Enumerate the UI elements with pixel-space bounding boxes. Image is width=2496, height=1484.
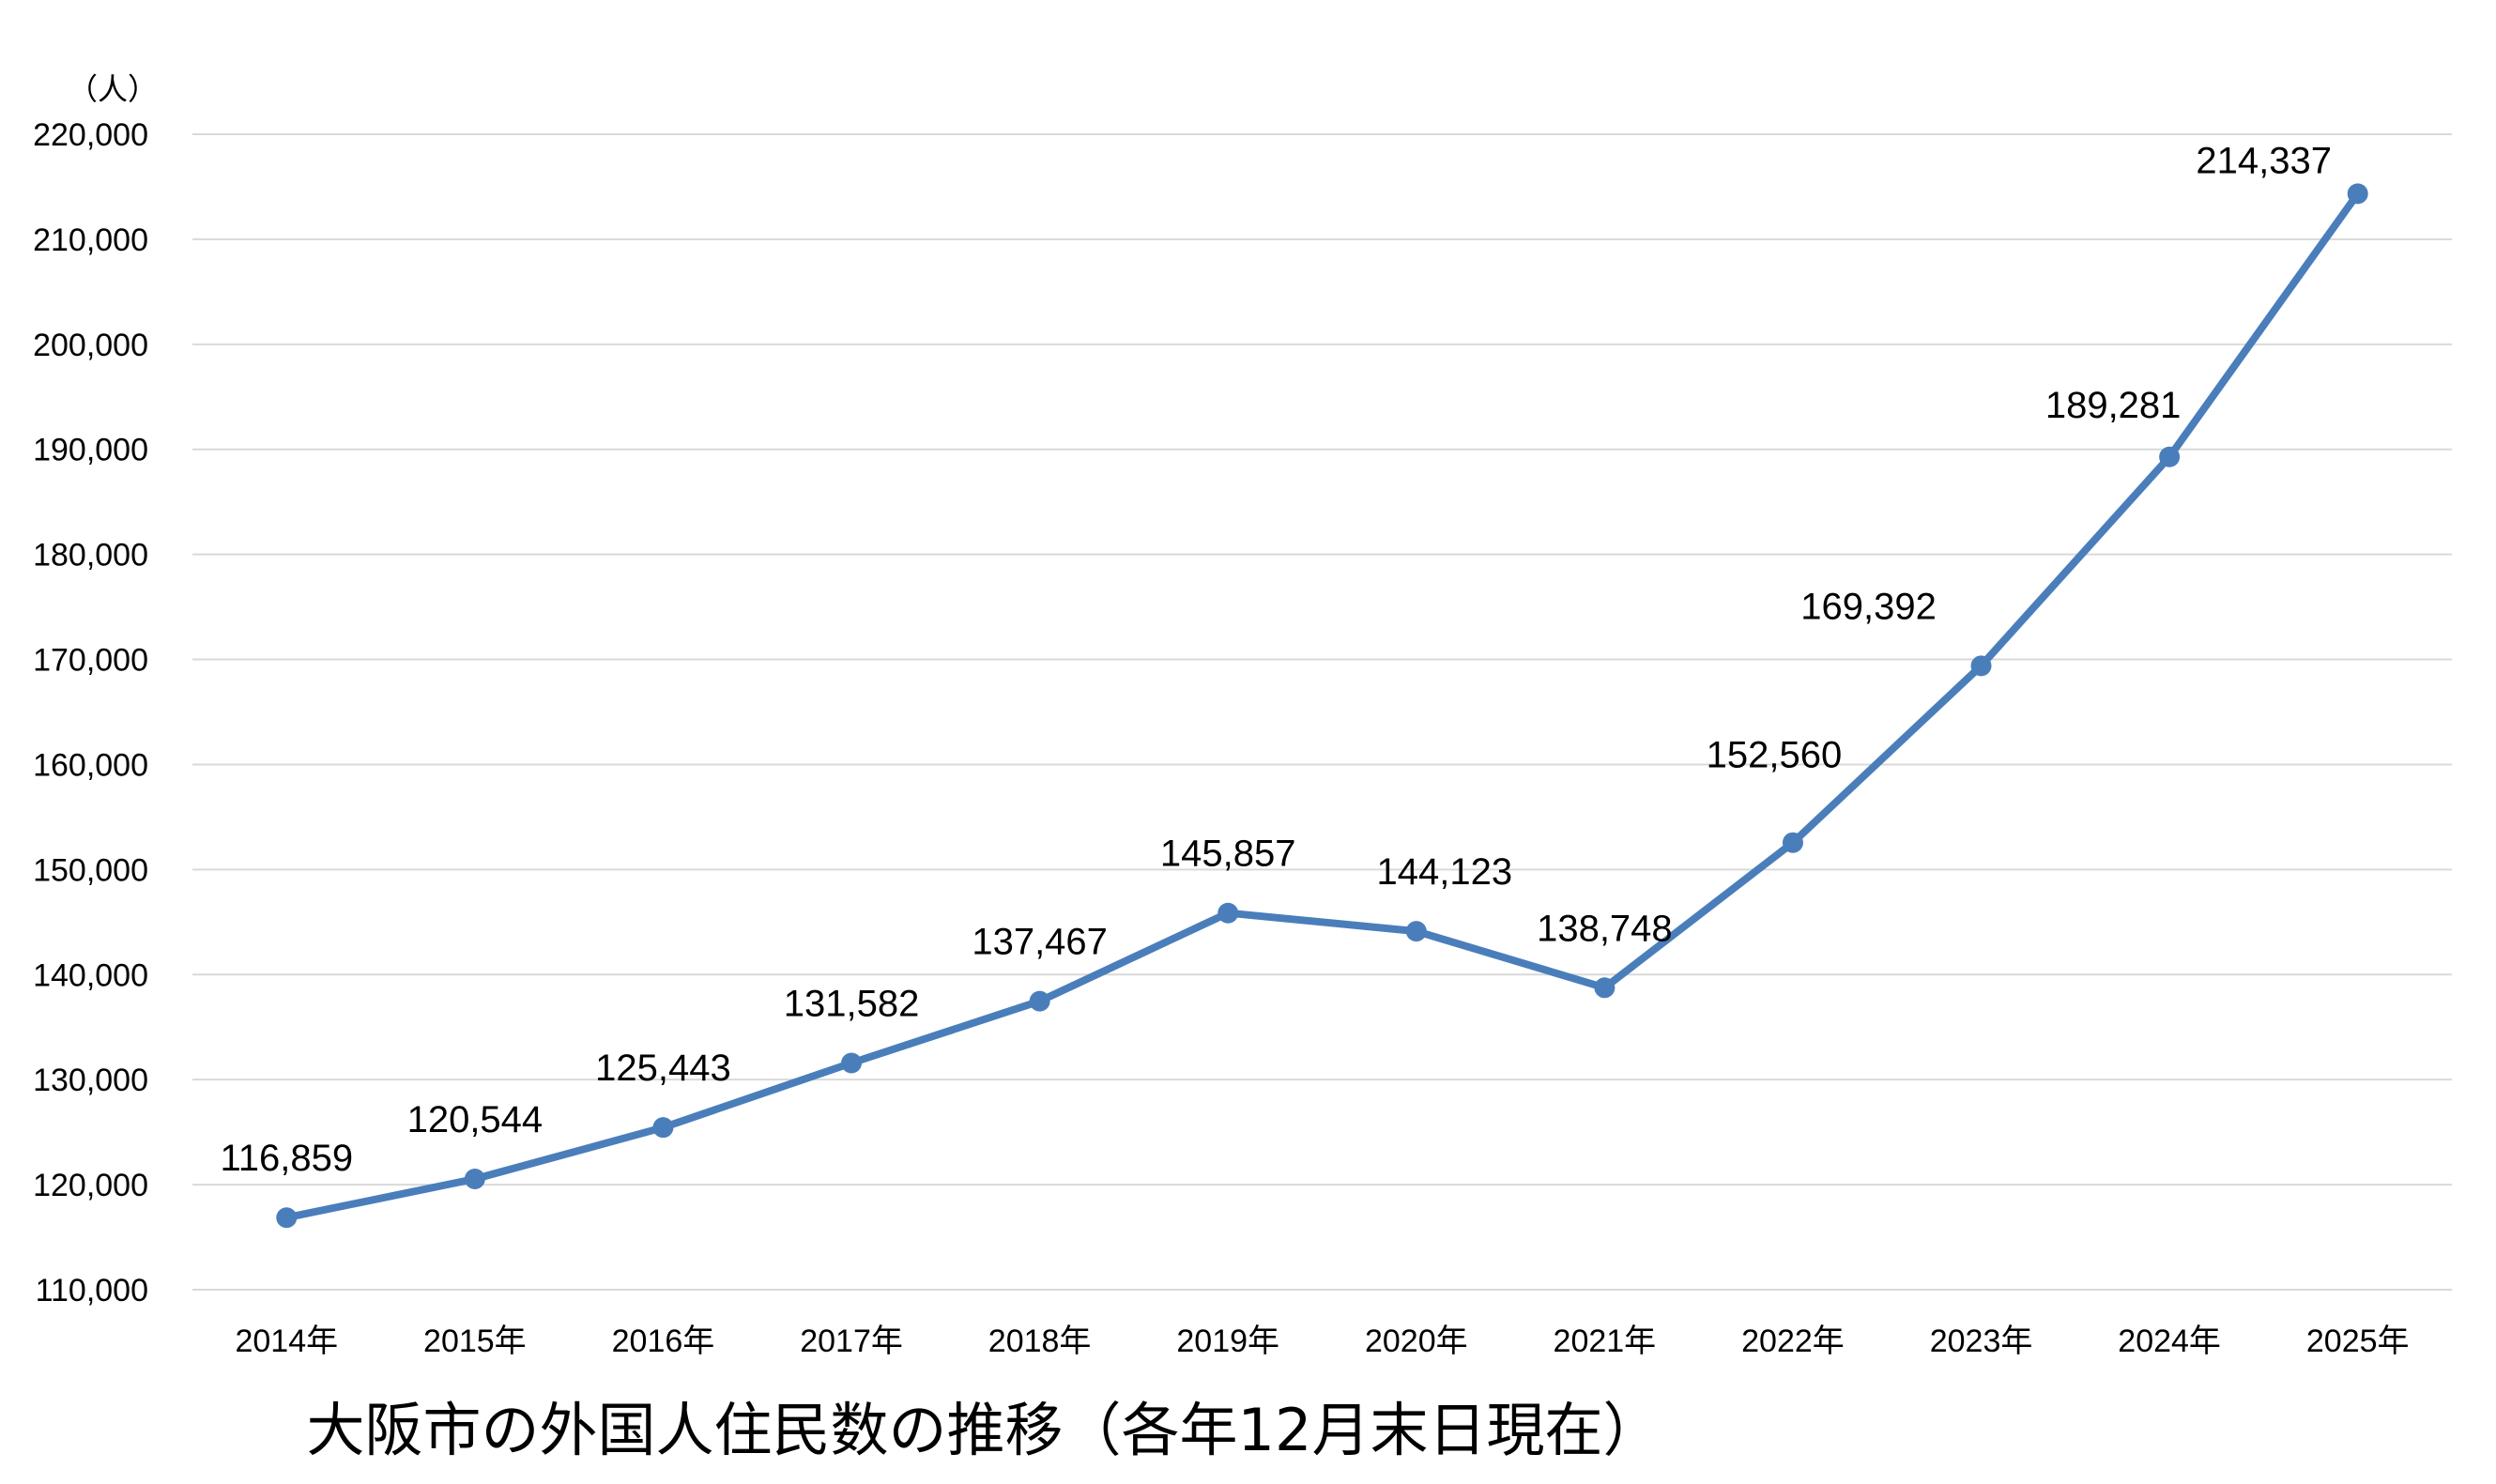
data-point [276, 1207, 298, 1229]
data-label: 214,337 [2196, 140, 2332, 181]
data-point [1970, 655, 1992, 677]
x-tick-label: 2023年 [1930, 1323, 2033, 1359]
data-point [464, 1169, 485, 1190]
series-line [283, 190, 2362, 1222]
data-label: 125,443 [595, 1048, 731, 1089]
data-label: 137,467 [972, 922, 1108, 963]
data-label: 152,560 [1707, 735, 1843, 776]
x-tick-label: 2020年 [1365, 1323, 1468, 1359]
y-axis-tick-labels: 110,000 120,000 130,000 140,000 150,000 160,0… [33, 117, 148, 1308]
x-tick-label: 2015年 [423, 1323, 527, 1359]
data-label: 189,281 [2045, 385, 2182, 426]
data-point [1405, 921, 1427, 942]
y-tick-label: 140,000 [33, 957, 148, 993]
data-point [1029, 990, 1050, 1012]
y-tick-label: 170,000 [33, 643, 148, 679]
y-tick-label: 210,000 [33, 222, 148, 258]
data-label: 145,857 [1160, 834, 1296, 875]
y-axis-unit-label: （人） [68, 71, 158, 107]
data-label: 116,859 [220, 1138, 353, 1179]
series-line-group [283, 190, 2362, 1222]
y-tick-label: 190,000 [33, 433, 148, 468]
data-point [1217, 902, 1239, 924]
data-label: 144,123 [1376, 851, 1512, 893]
chart-title: 大阪市の外国人住民数の推移（各年12月末日現在） [307, 1396, 1661, 1464]
data-point [2159, 446, 2181, 467]
data-points [276, 183, 2368, 1229]
data-label: 138,748 [1537, 908, 1673, 949]
data-labels: 116,859 120,544 125,443 131,582 137,467 145,8… [220, 140, 2332, 1179]
x-axis-tick-labels: 2014年 2015年 2016年 2017年 2018年 2019年 2020年 2021年… [235, 1323, 2409, 1359]
data-label: 131,582 [784, 983, 920, 1024]
x-tick-label: 2022年 [1741, 1323, 1845, 1359]
data-point [2347, 183, 2368, 205]
x-tick-label: 2014年 [235, 1323, 338, 1359]
y-tick-label: 130,000 [33, 1063, 148, 1098]
y-tick-label: 220,000 [33, 117, 148, 153]
x-tick-label: 2025年 [2306, 1323, 2410, 1359]
y-tick-label: 180,000 [33, 538, 148, 574]
x-tick-label: 2019年 [1176, 1323, 1279, 1359]
y-tick-label: 200,000 [33, 328, 148, 363]
y-tick-label: 150,000 [33, 852, 148, 888]
x-tick-label: 2017年 [800, 1323, 903, 1359]
x-tick-label: 2016年 [612, 1323, 715, 1359]
x-tick-label: 2024年 [2118, 1323, 2221, 1359]
y-tick-label: 110,000 [36, 1273, 148, 1308]
x-tick-label: 2018年 [988, 1323, 1092, 1359]
data-label: 169,392 [1800, 586, 1937, 627]
data-label: 120,544 [407, 1099, 544, 1140]
gridlines [192, 133, 2452, 1291]
data-point [652, 1117, 674, 1139]
y-tick-label: 160,000 [33, 747, 148, 783]
data-point [1594, 977, 1616, 999]
y-tick-label: 120,000 [33, 1168, 148, 1203]
x-tick-label: 2021年 [1554, 1323, 1657, 1359]
data-point [841, 1052, 863, 1074]
data-point [1782, 832, 1803, 853]
